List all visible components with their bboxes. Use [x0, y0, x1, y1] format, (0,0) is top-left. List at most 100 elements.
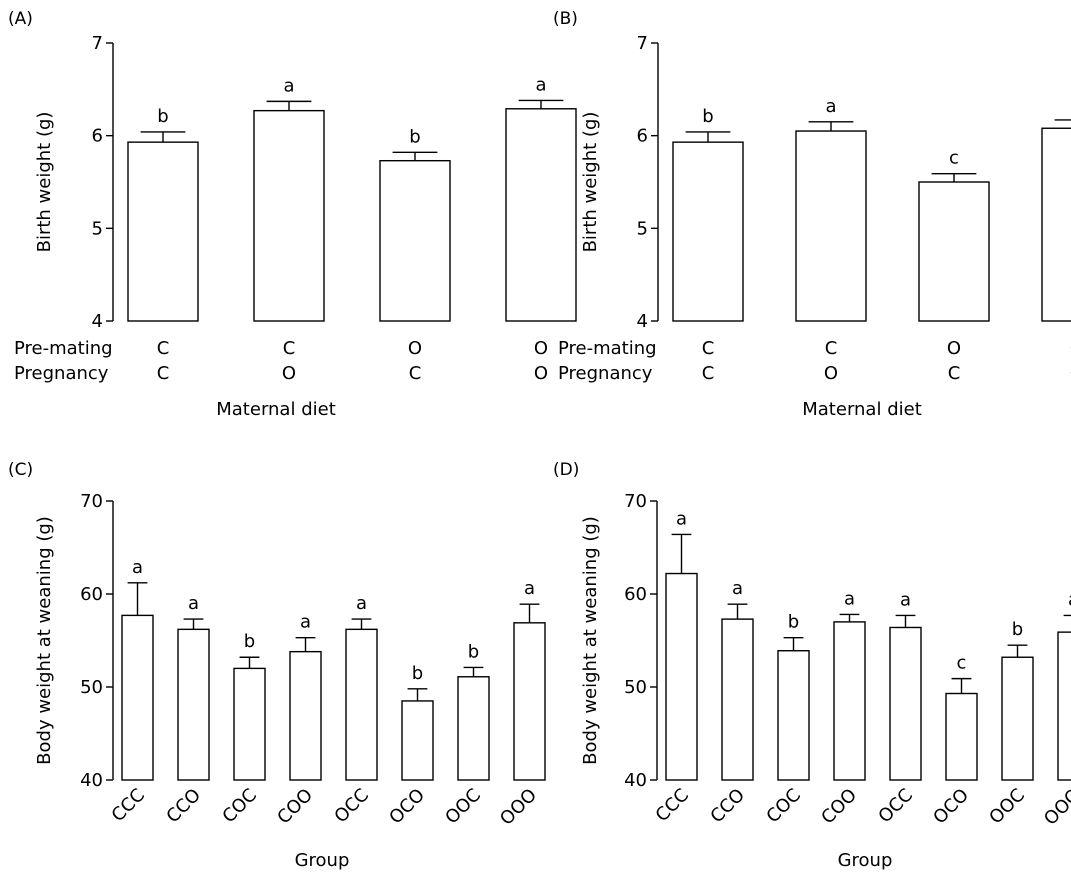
panel-0-letter: (A): [8, 9, 33, 29]
panel-1-y-tick-label-2: 6: [637, 126, 648, 147]
panel-2-x-tick-label-7: OOO: [496, 785, 541, 830]
panel-2-x-tick-label-6: OOC: [441, 785, 485, 829]
panel-3-x-tick-label-2: COC: [762, 785, 805, 828]
panel-3-significance-1: a: [732, 578, 743, 599]
panel-2-significance-0: a: [132, 557, 143, 578]
panel-1-row-1-value-2: C: [948, 363, 961, 384]
panel-1-row-0-value-3: O: [1070, 338, 1071, 359]
panel-3-bar-7: [1057, 631, 1071, 781]
panel-0-significance-2: b: [409, 126, 420, 147]
panel-1-x-axis-title: Maternal diet: [802, 399, 922, 420]
panel-2-bar-2: [233, 667, 266, 781]
panel-2-significance-3: a: [300, 612, 311, 633]
panel-3-x-tick-label-1: CCO: [706, 785, 749, 828]
panel-2-significance-5: b: [412, 663, 423, 684]
panel-1-row-1-value-3: O: [1070, 363, 1071, 384]
panel-1-y-tick-label-1: 5: [637, 218, 648, 239]
panel-2-bar-0: [121, 614, 154, 781]
panel-0-row-1-value-2: C: [409, 363, 422, 384]
panel-2-bar-5: [401, 700, 434, 781]
panel-2-x-tick-label-1: CCO: [162, 785, 205, 828]
panel-0-bar-0: [127, 141, 199, 322]
panel-3-significance-5: c: [957, 653, 967, 674]
panel-1-bar-3: [1041, 127, 1071, 322]
panel-3-bar-4: [889, 626, 922, 781]
panel-3-bar-3: [833, 621, 866, 781]
panel-3-significance-0: a: [676, 508, 687, 529]
panel-2-bar-3: [289, 650, 322, 781]
panel-2-letter: (C): [8, 460, 33, 480]
panel-0-y-tick-label-3: 7: [92, 33, 103, 54]
panel-3-bar-6: [1001, 656, 1034, 781]
panel-3-significance-6: b: [1012, 619, 1023, 640]
panel-0-y-axis-title: Birth weight (g): [34, 112, 55, 253]
panel-3-significance-4: a: [900, 589, 911, 610]
panel-1-row-1-value-1: O: [824, 363, 838, 384]
panel-3-y-tick-label-2: 60: [624, 584, 647, 605]
panel-0-y-tick-label-0: 4: [92, 311, 103, 332]
panel-0-bar-1: [253, 109, 325, 322]
panel-3-bar-0: [665, 572, 698, 781]
panel-0-y-tick-label-1: 5: [92, 218, 103, 239]
panel-1-row-label-0: Pre-mating: [558, 338, 657, 359]
panel-3-y-tick-label-3: 70: [624, 491, 647, 512]
panel-0-significance-1: a: [283, 75, 294, 96]
panel-1-significance-0: b: [702, 106, 713, 127]
panel-2-x-tick-label-5: OCO: [385, 785, 429, 829]
panel-1-letter: (B): [553, 9, 578, 29]
panel-2-significance-2: b: [244, 631, 255, 652]
panel-2-significance-4: a: [356, 593, 367, 614]
panel-3-bar-2: [777, 650, 810, 781]
panel-2-bar-4: [345, 628, 378, 781]
panel-1-y-tick-label-0: 4: [637, 311, 648, 332]
panel-3-x-tick-label-4: OCC: [874, 785, 917, 828]
panel-1-row-1-value-0: C: [702, 363, 715, 384]
panel-2-bar-7: [513, 622, 546, 781]
panel-1-bar-2: [918, 181, 990, 322]
panel-3-y-axis-title: Body weight at weaning (g): [580, 516, 601, 765]
panel-0-row-0-value-2: O: [408, 338, 422, 359]
panel-1-row-0-value-0: C: [702, 338, 715, 359]
panel-2-y-tick-label-0: 40: [80, 770, 103, 791]
panel-2-y-tick-label-1: 50: [80, 677, 103, 698]
panel-3-x-axis-title: Group: [838, 850, 893, 871]
panel-3-x-tick-label-3: COO: [817, 785, 861, 829]
panel-3-x-tick-label-0: CCC: [652, 785, 694, 827]
panel-1-bar-1: [795, 130, 867, 322]
panel-2-x-tick-label-4: OCC: [330, 785, 373, 828]
panel-0-row-1-value-3: O: [534, 363, 548, 384]
panel-1-row-label-1: Pregnancy: [558, 363, 653, 384]
panel-2-bar-6: [457, 676, 490, 781]
panel-3-significance-3: a: [844, 588, 855, 609]
panel-3-significance-2: b: [788, 612, 799, 633]
panel-1-row-0-value-2: O: [947, 338, 961, 359]
panel-0-row-1-value-1: O: [282, 363, 296, 384]
panel-0-row-0-value-3: O: [534, 338, 548, 359]
panel-1-y-axis-title: Birth weight (g): [580, 112, 601, 253]
panel-1-significance-2: c: [949, 148, 959, 169]
panel-1-y-tick-label-3: 7: [637, 33, 648, 54]
panel-0-row-label-1: Pregnancy: [14, 363, 109, 384]
panel-3-significance-7: a: [1068, 589, 1071, 610]
panel-0-significance-3: a: [535, 74, 546, 95]
panel-2-significance-7: a: [524, 578, 535, 599]
panel-3-letter: (D): [553, 460, 579, 480]
panel-2-x-tick-label-0: CCC: [108, 785, 150, 827]
panel-1-significance-1: a: [825, 96, 836, 117]
panel-0-bar-3: [505, 108, 577, 322]
panel-1-row-0-value-1: C: [825, 338, 838, 359]
panel-2-y-tick-label-2: 60: [80, 584, 103, 605]
panel-0-row-0-value-0: C: [157, 338, 170, 359]
panel-0-row-0-value-1: C: [283, 338, 296, 359]
panel-0-x-axis-title: Maternal diet: [216, 399, 336, 420]
panel-2-x-axis-title: Group: [295, 850, 350, 871]
panel-3-y-tick-label-0: 40: [624, 770, 647, 791]
panel-2-y-axis-title: Body weight at weaning (g): [34, 516, 55, 765]
panel-2-x-tick-label-3: COO: [273, 785, 317, 829]
panel-3-bar-5: [945, 692, 978, 781]
panel-3-x-tick-label-5: OCO: [929, 785, 973, 829]
panel-0-significance-0: b: [157, 106, 168, 127]
panel-2-y-tick-label-3: 70: [80, 491, 103, 512]
panel-1-bar-0: [672, 141, 744, 322]
